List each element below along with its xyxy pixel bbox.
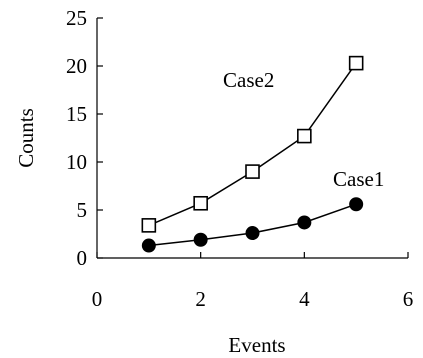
data-point-case1 (193, 232, 208, 247)
data-point-case2 (141, 218, 157, 233)
y-ticks: 0 5 10 15 20 25 (66, 6, 103, 270)
y-tick-label: 15 (66, 102, 87, 126)
y-tick-label: 0 (77, 246, 88, 270)
series-label-case2: Case2 (223, 68, 274, 92)
series-label-case1: Case1 (333, 167, 384, 191)
data-point-case2 (245, 164, 260, 179)
x-tick-label: 6 (403, 287, 414, 311)
x-tick-label: 0 (92, 287, 103, 311)
y-tick-label: 5 (77, 198, 88, 222)
x-axis-title: Events (228, 333, 285, 357)
y-tick-label: 25 (66, 6, 87, 30)
data-point-case1 (141, 238, 156, 253)
data-point-case1 (245, 226, 260, 241)
x-tick-label: 4 (299, 287, 310, 311)
data-point-case2 (348, 55, 364, 71)
y-tick-label: 20 (66, 54, 87, 78)
data-point-case1 (349, 197, 364, 212)
x-tick-label: 2 (195, 287, 206, 311)
axes (96, 18, 408, 259)
data-point-case2 (297, 128, 312, 144)
data-point-case2 (193, 195, 208, 211)
y-tick-label: 10 (66, 150, 87, 174)
series-markers (141, 55, 364, 253)
x-ticks: 0 2 4 6 (92, 252, 414, 311)
y-axis-title: Counts (14, 108, 38, 168)
data-point-case1 (297, 215, 312, 230)
